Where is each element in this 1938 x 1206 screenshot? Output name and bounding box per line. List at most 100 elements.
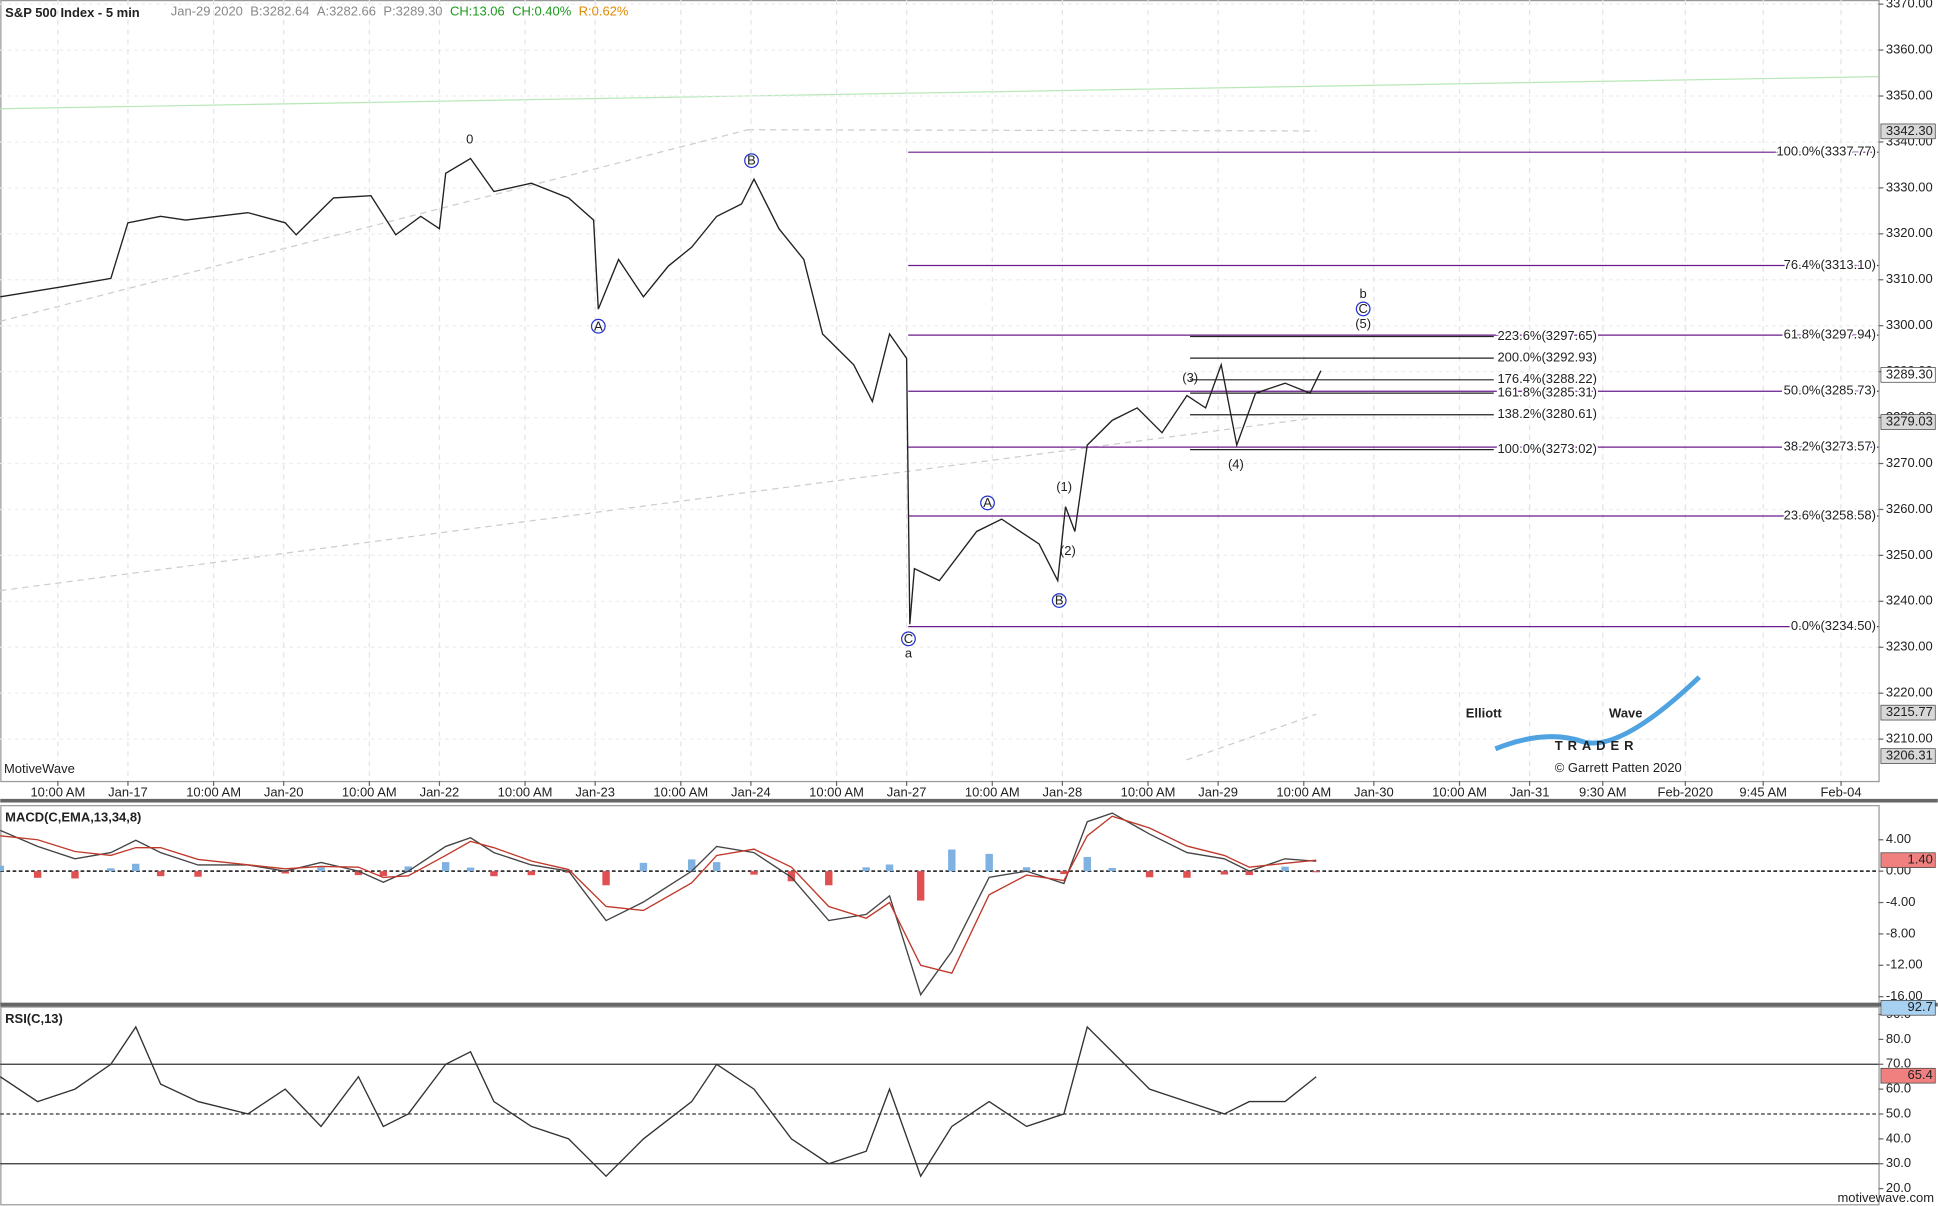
macd-line [0,812,1317,997]
wave-label: b [1360,286,1367,301]
panel-title: RSI(C,13) [5,1011,63,1026]
histogram-bar [0,865,4,872]
y-tick-label: 3330.00 [1886,179,1933,194]
histogram-bar [885,864,894,872]
x-tick-label: 10:00 AM [186,785,241,800]
rsi-line [0,1025,1317,1178]
fib-label: 0.0%(3234.50) [1791,618,1876,633]
y-tick-label: 50.0 [1886,1105,1911,1120]
price-tag-label: 3342.30 [1886,123,1933,138]
histogram-bar [1022,867,1031,872]
y-tick-label: 3230.00 [1886,639,1933,654]
x-tick-label: Jan-20 [264,785,304,800]
header-field: CH:0.40% [512,4,572,19]
wave-circle [744,153,759,169]
y-tick-label: 40.0 [1886,1130,1911,1145]
y-tick-label: 3350.00 [1886,87,1933,102]
histogram-bar [379,871,388,877]
histogram-bar [33,871,42,878]
wave-label: (4) [1228,457,1244,472]
histogram-bar [1060,871,1068,875]
price-line [0,157,1322,625]
histogram-bar [71,871,79,879]
price-tag [1880,852,1936,868]
histogram-bar [527,871,536,876]
histogram-bar [107,868,115,872]
y-tick-label: 4.00 [1886,831,1911,846]
price-tag-label: 3206.31 [1886,748,1933,763]
price-tag [1880,704,1936,721]
price-tag-label: 3215.77 [1886,704,1933,719]
histogram-bar [1312,871,1320,873]
extension-label: 200.0%(3292.93) [1497,350,1597,365]
histogram-bar [1245,871,1253,876]
rsi-panel [0,1006,1880,1206]
x-tick-label: Jan-17 [108,785,148,800]
x-tick-label: Jan-23 [575,785,615,800]
y-tick-label: 30.0 [1886,1155,1911,1170]
histogram-bar [281,871,289,874]
y-tick-label: -12.00 [1886,957,1923,972]
fib-label: 23.6%(3258.58) [1784,507,1876,522]
y-tick-label: 3370.00 [1886,0,1933,11]
wave-circle [901,631,916,647]
x-tick-label: Jan-28 [1043,785,1083,800]
macd-line [0,815,1317,974]
histogram-bar [1145,871,1154,878]
x-tick-label: 10:00 AM [653,785,708,800]
channel-line [747,129,1317,132]
wave-label: A [594,318,603,333]
extension-label: 138.2%(3280.61) [1497,406,1597,421]
extension-label: 176.4%(3288.22) [1497,371,1597,386]
y-tick-label: -16.00 [1886,988,1923,1003]
fib-label: 76.4%(3313.10) [1784,257,1876,272]
fib-label: 50.0%(3285.73) [1784,383,1876,398]
wave-circle [1051,593,1067,608]
histogram-bar [441,862,450,872]
x-tick-label: Jan-22 [420,785,460,800]
histogram-bar [916,871,925,901]
header: Jan-29 2020 B:3282.64 A:3282.66 P:3289.30 CH… [171,4,629,19]
y-tick-label: 3260.00 [1886,501,1933,516]
price-tag [1880,1000,1936,1016]
header-field: R:0.62% [579,4,629,19]
histogram-bar [1281,866,1289,872]
price-tag-label: 65.4 [1908,1067,1933,1082]
wave-label: a [905,646,913,661]
wave-label: A [983,495,992,510]
x-tick-label: 9:30 AM [1579,785,1627,800]
histogram-bar [602,871,610,886]
histogram-bar [750,871,758,875]
y-tick-label: 3300.00 [1886,317,1933,332]
y-tick-label: 3250.00 [1886,547,1933,562]
extension-label: 223.6%(3297.65) [1497,328,1597,343]
price-tag [1880,748,1936,764]
header-field: CH:13.06 [450,4,505,19]
histogram-bar [466,867,475,872]
histogram-bar [787,871,796,882]
price-tag-label: 92.7 [1908,999,1933,1014]
x-tick-label: Jan-31 [1510,785,1550,800]
x-tick-label: 10:00 AM [342,785,397,800]
price-panel [0,0,1880,783]
y-tick-label: -8.00 [1886,925,1916,940]
x-tick-label: Jan-27 [887,785,927,800]
logo-arrow [1494,675,1701,752]
x-tick-label: 10:00 AM [30,785,85,800]
y-tick-label: 80.0 [1886,1031,1911,1046]
histogram-bar [948,849,956,872]
x-tick-label: 10:00 AM [965,785,1020,800]
channel-line [1186,713,1317,761]
histogram-bar [862,867,870,872]
histogram-bar [1220,871,1229,875]
wave-label: 0 [466,132,473,147]
x-tick-label: 10:00 AM [809,785,864,800]
footer: motivewave.com [1837,1190,1934,1205]
histogram-bar [194,871,202,877]
y-tick-label: 70.0 [1886,1056,1911,1071]
x-tick-label: Feb-2020 [1658,785,1714,800]
fib-label: 38.2%(3273.57) [1784,439,1876,454]
price-tag [1880,123,1936,140]
logo-credit: © Garrett Patten 2020 [1555,760,1682,775]
